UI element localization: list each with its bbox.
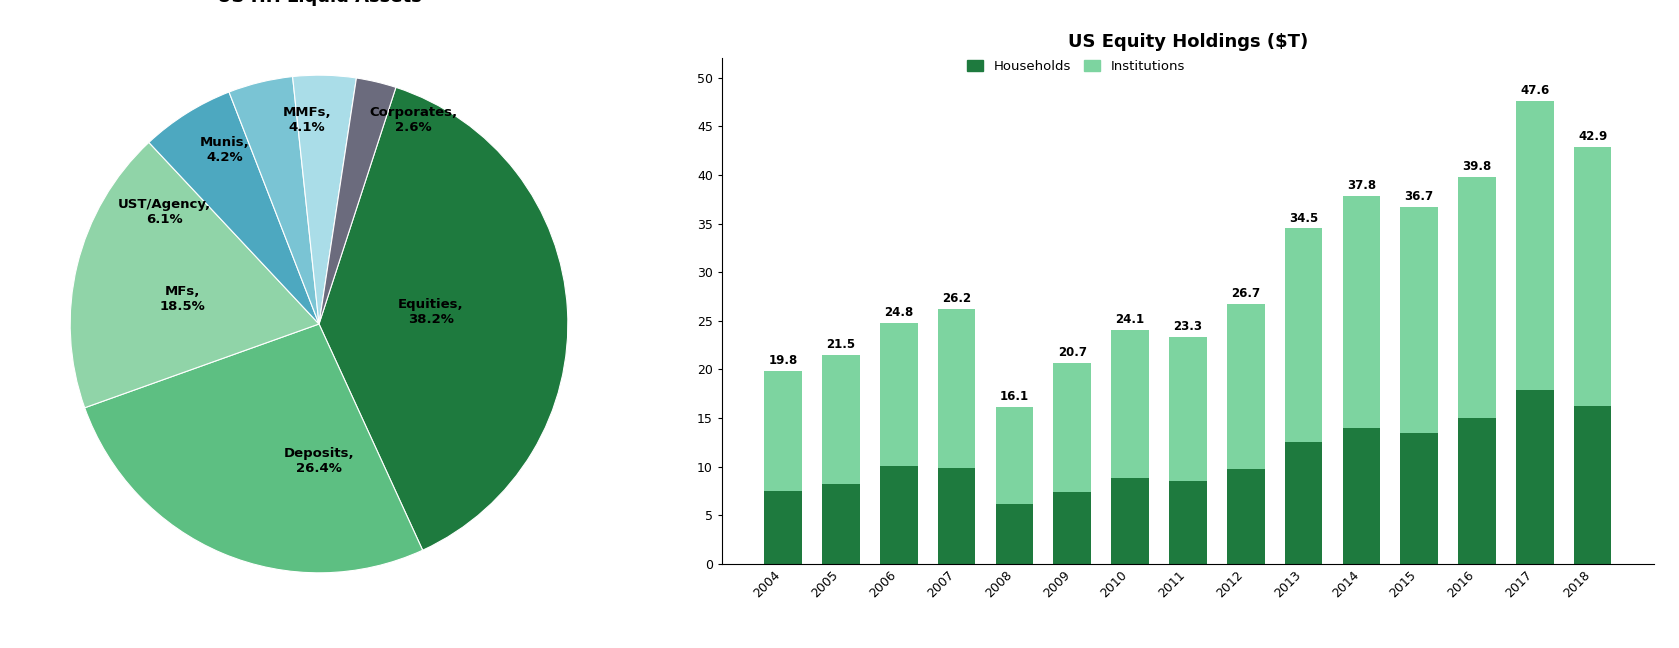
Wedge shape xyxy=(319,78,396,324)
Bar xyxy=(880,465,917,564)
Bar xyxy=(939,309,975,468)
Wedge shape xyxy=(84,324,423,573)
Bar xyxy=(1516,389,1553,564)
Bar xyxy=(1111,478,1148,564)
Bar xyxy=(996,407,1033,504)
Text: 47.6: 47.6 xyxy=(1519,84,1550,97)
Bar xyxy=(1111,329,1148,478)
Text: 26.2: 26.2 xyxy=(942,292,970,305)
Wedge shape xyxy=(149,92,319,324)
Bar xyxy=(1284,442,1323,564)
Bar xyxy=(1169,337,1207,481)
Text: 36.7: 36.7 xyxy=(1405,190,1434,203)
Text: 39.8: 39.8 xyxy=(1462,160,1491,173)
Text: 24.8: 24.8 xyxy=(885,306,913,319)
Text: 16.1: 16.1 xyxy=(1001,390,1029,403)
Text: 19.8: 19.8 xyxy=(769,354,798,367)
Text: 24.1: 24.1 xyxy=(1115,312,1145,325)
Wedge shape xyxy=(319,87,568,550)
Text: 23.3: 23.3 xyxy=(1174,320,1202,333)
Bar xyxy=(1400,207,1437,433)
Bar xyxy=(1227,469,1264,564)
Text: Equities,
38.2%: Equities, 38.2% xyxy=(398,297,463,325)
Text: 37.8: 37.8 xyxy=(1347,179,1375,192)
Text: 21.5: 21.5 xyxy=(826,338,856,351)
Bar xyxy=(823,484,860,564)
Bar xyxy=(1400,433,1437,564)
Text: Deposits,
26.4%: Deposits, 26.4% xyxy=(284,447,354,475)
Text: MMFs,
4.1%: MMFs, 4.1% xyxy=(282,106,331,134)
Bar xyxy=(1573,406,1612,564)
Text: 26.7: 26.7 xyxy=(1231,287,1261,300)
Text: Munis,
4.2%: Munis, 4.2% xyxy=(200,136,248,164)
Text: MFs,
18.5%: MFs, 18.5% xyxy=(160,285,205,313)
Bar xyxy=(1284,228,1323,442)
Wedge shape xyxy=(71,143,319,408)
Text: Corporates,
2.6%: Corporates, 2.6% xyxy=(369,106,458,134)
Bar xyxy=(880,323,917,465)
Bar xyxy=(996,504,1033,564)
Bar xyxy=(1573,146,1612,406)
Wedge shape xyxy=(228,76,319,324)
Bar xyxy=(1343,428,1380,564)
Title: US HH Liquid Assets: US HH Liquid Assets xyxy=(217,0,421,6)
Text: 42.9: 42.9 xyxy=(1578,130,1607,143)
Bar xyxy=(764,491,803,564)
Legend: Households, Institutions: Households, Institutions xyxy=(962,55,1190,78)
Bar xyxy=(823,355,860,484)
Bar xyxy=(1053,492,1091,564)
Wedge shape xyxy=(292,75,356,324)
Text: UST/Agency,
6.1%: UST/Agency, 6.1% xyxy=(118,198,212,226)
Title: US Equity Holdings ($T): US Equity Holdings ($T) xyxy=(1068,33,1308,51)
Bar xyxy=(939,468,975,564)
Bar xyxy=(1343,196,1380,428)
Bar xyxy=(1459,177,1496,418)
Bar xyxy=(1053,362,1091,492)
Text: 34.5: 34.5 xyxy=(1289,211,1318,224)
Text: 20.7: 20.7 xyxy=(1058,345,1086,358)
Bar xyxy=(1516,101,1553,389)
Bar xyxy=(1227,304,1264,469)
Bar xyxy=(1169,481,1207,564)
Bar xyxy=(764,371,803,491)
Bar xyxy=(1459,418,1496,564)
